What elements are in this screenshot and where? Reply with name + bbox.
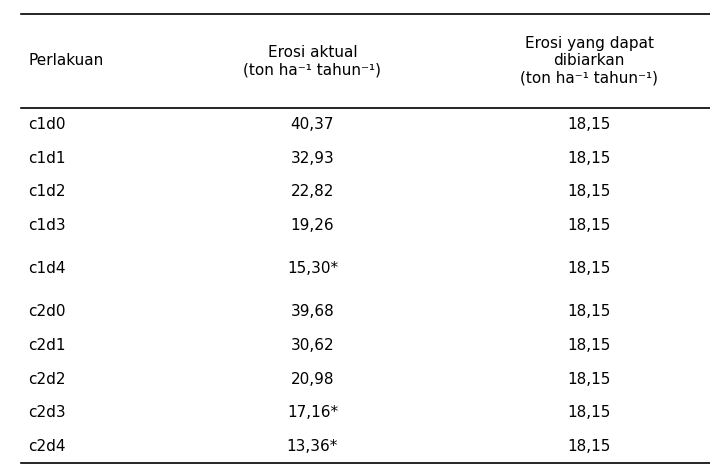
Text: 18,15: 18,15 xyxy=(567,304,611,319)
Text: Perlakuan: Perlakuan xyxy=(28,53,104,68)
Text: 32,93: 32,93 xyxy=(290,151,334,166)
Text: 22,82: 22,82 xyxy=(290,184,334,199)
Text: 39,68: 39,68 xyxy=(290,304,334,319)
Text: c1d1: c1d1 xyxy=(28,151,66,166)
Text: c2d2: c2d2 xyxy=(28,372,66,387)
Text: 18,15: 18,15 xyxy=(567,218,611,233)
Text: Erosi aktual
(ton ha⁻¹ tahun⁻¹): Erosi aktual (ton ha⁻¹ tahun⁻¹) xyxy=(244,44,381,77)
Text: c1d2: c1d2 xyxy=(28,184,66,199)
Text: 13,36*: 13,36* xyxy=(287,439,338,454)
Text: 18,15: 18,15 xyxy=(567,184,611,199)
Text: c2d1: c2d1 xyxy=(28,338,66,353)
Text: 20,98: 20,98 xyxy=(290,372,334,387)
Text: c2d3: c2d3 xyxy=(28,405,66,420)
Text: c2d0: c2d0 xyxy=(28,304,66,319)
Text: c1d3: c1d3 xyxy=(28,218,66,233)
Text: 18,15: 18,15 xyxy=(567,151,611,166)
Text: 18,15: 18,15 xyxy=(567,439,611,454)
Text: c1d0: c1d0 xyxy=(28,117,66,132)
Text: 18,15: 18,15 xyxy=(567,372,611,387)
Text: 18,15: 18,15 xyxy=(567,117,611,132)
Text: 17,16*: 17,16* xyxy=(287,405,338,420)
Text: 18,15: 18,15 xyxy=(567,261,611,276)
Text: 18,15: 18,15 xyxy=(567,338,611,353)
Text: 30,62: 30,62 xyxy=(290,338,334,353)
Text: Erosi yang dapat
dibiarkan
(ton ha⁻¹ tahun⁻¹): Erosi yang dapat dibiarkan (ton ha⁻¹ tah… xyxy=(520,36,658,86)
Text: c2d4: c2d4 xyxy=(28,439,66,454)
Text: 18,15: 18,15 xyxy=(567,405,611,420)
Text: 15,30*: 15,30* xyxy=(287,261,338,276)
Text: 40,37: 40,37 xyxy=(290,117,334,132)
Text: c1d4: c1d4 xyxy=(28,261,66,276)
Text: 19,26: 19,26 xyxy=(290,218,334,233)
